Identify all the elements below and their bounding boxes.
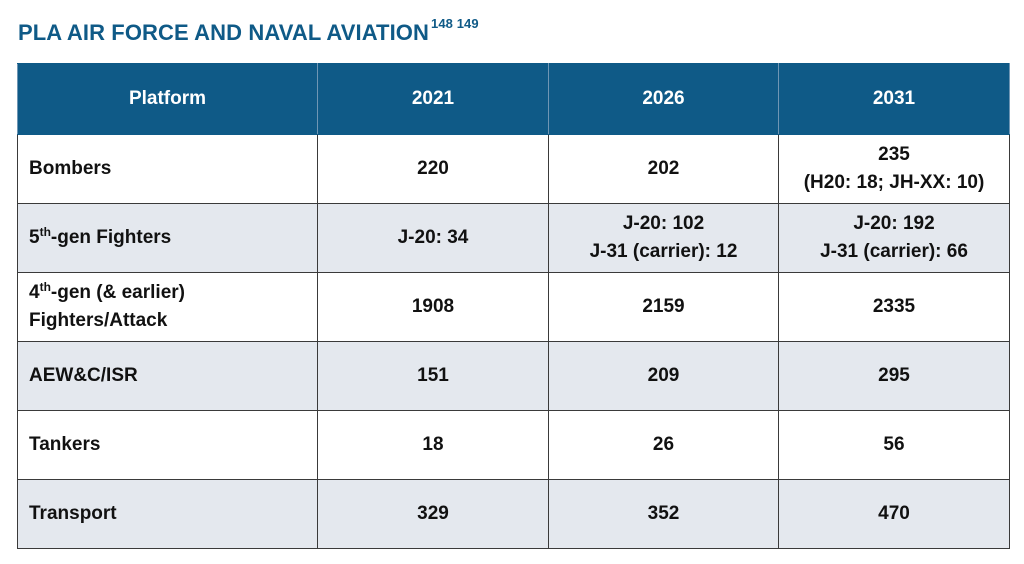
platform-line-2: Fighters/Attack (29, 310, 168, 331)
platform-cell: Bombers (17, 134, 318, 204)
table-row: 5th-gen Fighters J-20: 34 J-20: 102 J-31… (17, 203, 1010, 273)
platform-cell: Transport (17, 479, 318, 549)
cell-text: J-20: 34 (397, 227, 469, 248)
cell-text: 2335 (872, 296, 916, 317)
header-row: Platform 2021 2026 2031 (17, 63, 1010, 135)
cell-text: 352 (647, 503, 680, 524)
value-cell-2031: 2335 (778, 272, 1010, 342)
value-cell-2026: J-20: 102 J-31 (carrier): 12 (548, 203, 779, 273)
cell-text: 329 (417, 503, 449, 524)
value-cell-2026: 209 (548, 341, 779, 411)
value-cell-2026: 202 (548, 134, 779, 204)
value-cell-2021: 329 (317, 479, 549, 549)
page-title: PLA AIR FORCE AND NAVAL AVIATION 148 149 (18, 15, 479, 48)
cell-text: 235 (878, 144, 910, 165)
platform-prefix: 5 (29, 227, 40, 248)
aviation-table: Platform 2021 2026 2031 Bombers 220 202 … (17, 63, 1010, 549)
platform-prefix: 4 (29, 282, 40, 303)
cell-text: 470 (878, 503, 910, 524)
platform-line-1: 4th-gen (& earlier) (29, 279, 317, 307)
value-cell-2021: 220 (317, 134, 549, 204)
cell-text: 18 (422, 434, 444, 455)
platform-cell: 4th-gen (& earlier) Fighters/Attack (17, 272, 318, 342)
table-row: AEW&C/ISR 151 209 295 (17, 341, 1010, 411)
table-row: 4th-gen (& earlier) Fighters/Attack 1908… (17, 272, 1010, 342)
value-cell-2031: J-20: 192 J-31 (carrier): 66 (778, 203, 1010, 273)
cell-text-detail: J-31 (carrier): 12 (589, 241, 738, 262)
cell-text-detail: (H20: 18; JH-XX: 10) (803, 172, 985, 193)
value-cell-2031: 56 (778, 410, 1010, 480)
table-body: Bombers 220 202 235 (H20: 18; JH-XX: 10)… (17, 134, 1010, 549)
platform-suffix: -gen Fighters (50, 227, 172, 248)
value-cell-2021: J-20: 34 (317, 203, 549, 273)
platform-ordinal: th (39, 225, 51, 239)
platform-ordinal: th (39, 280, 51, 294)
cell-text: J-20: 102 (622, 213, 705, 234)
value-cell-2026: 2159 (548, 272, 779, 342)
platform-cell: AEW&C/ISR (17, 341, 318, 411)
value-cell-2031: 295 (778, 341, 1010, 411)
cell-text: 1908 (411, 296, 455, 317)
platform-suffix: -gen (& earlier) (50, 282, 185, 303)
cell-text: 2159 (642, 296, 685, 317)
title-footnote-refs: 148 149 (431, 15, 479, 31)
cell-text: 202 (647, 158, 680, 179)
table-header: Platform 2021 2026 2031 (17, 63, 1010, 135)
cell-text: 209 (647, 365, 680, 386)
cell-text: 295 (878, 365, 910, 386)
cell-text: 56 (883, 434, 905, 455)
header-2026: 2026 (548, 63, 779, 135)
platform-cell: 5th-gen Fighters (17, 203, 318, 273)
value-cell-2021: 151 (317, 341, 549, 411)
value-cell-2021: 1908 (317, 272, 549, 342)
value-cell-2026: 352 (548, 479, 779, 549)
cell-text: 220 (417, 158, 449, 179)
table-row: Bombers 220 202 235 (H20: 18; JH-XX: 10) (17, 134, 1010, 204)
table-row: Transport 329 352 470 (17, 479, 1010, 549)
header-platform: Platform (17, 63, 318, 135)
value-cell-2031: 235 (H20: 18; JH-XX: 10) (778, 134, 1010, 204)
cell-text: 151 (417, 365, 449, 386)
header-2021: 2021 (317, 63, 549, 135)
header-2031: 2031 (778, 63, 1010, 135)
cell-text: J-20: 192 (853, 213, 935, 234)
page-title-text: PLA AIR FORCE AND NAVAL AVIATION (18, 20, 430, 45)
value-cell-2031: 470 (778, 479, 1010, 549)
value-cell-2026: 26 (548, 410, 779, 480)
platform-cell: Tankers (17, 410, 318, 480)
value-cell-2021: 18 (317, 410, 549, 480)
cell-text-detail: J-31 (carrier): 66 (820, 241, 968, 262)
table-row: Tankers 18 26 56 (17, 410, 1010, 480)
cell-text: 26 (652, 434, 675, 455)
